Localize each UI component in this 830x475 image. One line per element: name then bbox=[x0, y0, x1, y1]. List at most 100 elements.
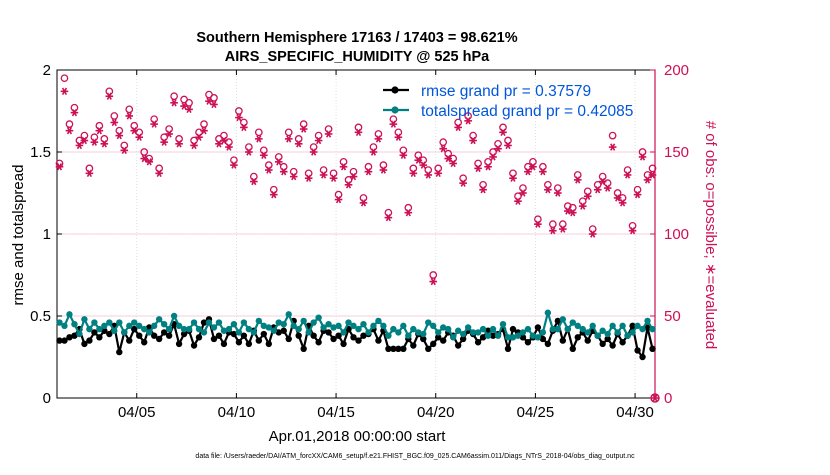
obs-evaluated-point bbox=[309, 148, 318, 156]
obs-evaluated-point bbox=[90, 138, 99, 146]
totalspread-point bbox=[310, 319, 317, 326]
obs-evaluated-point bbox=[125, 112, 134, 120]
totalspread-point bbox=[390, 325, 397, 333]
obs-possible-point bbox=[434, 164, 443, 173]
star-stroke bbox=[555, 189, 561, 197]
obs-possible-point bbox=[90, 133, 99, 142]
rmse-point bbox=[310, 332, 317, 339]
totalspread-point bbox=[440, 324, 447, 331]
rmse-point bbox=[150, 332, 158, 339]
rmse-point bbox=[350, 334, 357, 341]
rmse-point bbox=[275, 329, 282, 336]
rmse-point bbox=[280, 327, 287, 334]
obs-possible-point bbox=[284, 128, 293, 137]
star-stroke bbox=[311, 148, 317, 156]
star-stroke bbox=[136, 133, 142, 141]
obs-evaluated-point bbox=[583, 192, 592, 200]
totalspread-point bbox=[205, 319, 213, 326]
obs-possible-point bbox=[314, 131, 323, 140]
obs-evaluated-point bbox=[618, 199, 627, 207]
star-stroke bbox=[649, 171, 656, 179]
totalspread-point bbox=[375, 317, 382, 325]
rmse-point bbox=[295, 332, 302, 339]
star-stroke bbox=[652, 394, 658, 402]
obs-evaluated-point bbox=[314, 136, 323, 145]
star-stroke bbox=[550, 227, 556, 235]
totalspread-point bbox=[335, 322, 342, 330]
star-stroke bbox=[540, 167, 546, 176]
star-stroke bbox=[585, 192, 591, 200]
star-stroke bbox=[156, 169, 162, 178]
star-stroke bbox=[410, 169, 416, 178]
obs-possible-point bbox=[170, 92, 178, 101]
totalspread-point bbox=[499, 321, 507, 328]
rmse-point bbox=[410, 342, 417, 349]
star-stroke bbox=[256, 135, 262, 143]
obs-evaluated-point bbox=[195, 133, 203, 141]
totalspread-point bbox=[469, 329, 477, 336]
totalspread-point bbox=[579, 325, 586, 333]
star-stroke bbox=[634, 190, 641, 199]
rmse-point bbox=[504, 345, 512, 352]
obs-possible-point bbox=[334, 190, 343, 199]
obs-evaluated-point bbox=[499, 128, 507, 137]
obs-possible-point bbox=[454, 118, 463, 127]
star-stroke bbox=[535, 220, 541, 228]
obs-evaluated-point bbox=[519, 189, 527, 197]
y-right-tick-label: 150 bbox=[664, 144, 689, 161]
obs-possible-point bbox=[80, 131, 89, 140]
obs-evaluated-point bbox=[175, 140, 183, 148]
totalspread-point bbox=[385, 332, 392, 339]
star-stroke bbox=[61, 87, 68, 96]
obs-evaluated-point bbox=[220, 136, 228, 145]
obs-possible-point bbox=[519, 184, 527, 192]
star-stroke bbox=[530, 163, 536, 171]
totalspread-point bbox=[245, 325, 253, 333]
obs-evaluated-point bbox=[65, 126, 74, 135]
obs-possible-point bbox=[85, 164, 94, 173]
obs-possible-point bbox=[404, 203, 413, 212]
star-stroke bbox=[500, 128, 506, 137]
rmse-point bbox=[260, 330, 268, 338]
obs-possible-point bbox=[613, 189, 622, 197]
obs-evaluated-point bbox=[419, 161, 428, 169]
rmse-point bbox=[116, 348, 123, 356]
star-stroke bbox=[56, 163, 63, 171]
obs-evaluated-point bbox=[514, 197, 522, 205]
star-stroke bbox=[380, 166, 387, 174]
totalspread-point bbox=[175, 322, 183, 330]
totalspread-point bbox=[624, 332, 631, 339]
totalspread-point bbox=[400, 322, 407, 330]
totalspread-point bbox=[141, 325, 148, 333]
totalspread-point bbox=[524, 325, 532, 333]
totalspread-point bbox=[165, 325, 173, 333]
y-left-tick-label: 2 bbox=[43, 62, 51, 79]
obs-evaluated-point bbox=[603, 184, 612, 192]
obs-evaluated-point bbox=[384, 213, 393, 222]
totalspread-point bbox=[405, 332, 412, 339]
totalspread-point bbox=[150, 322, 158, 330]
rmse-point bbox=[81, 340, 88, 348]
star-stroke bbox=[545, 186, 551, 194]
star-stroke bbox=[440, 145, 446, 153]
obs-evaluated-point bbox=[628, 227, 637, 235]
star-stroke bbox=[600, 177, 606, 186]
rmse-point bbox=[180, 330, 188, 338]
obs-possible-point bbox=[578, 197, 587, 206]
obs-possible-point bbox=[558, 220, 567, 229]
obs-evaluated-point bbox=[524, 167, 532, 176]
obs-possible-point bbox=[349, 167, 358, 176]
rmse-point bbox=[300, 345, 307, 352]
obs-evaluated-point bbox=[274, 158, 283, 166]
obs-evaluated-point bbox=[329, 174, 338, 182]
obs-evaluated-point bbox=[568, 208, 577, 217]
totalspread-point bbox=[155, 316, 163, 323]
obs-evaluated-point bbox=[404, 208, 413, 217]
obs-possible-point bbox=[394, 128, 403, 137]
star-stroke bbox=[445, 154, 451, 163]
rmse-point bbox=[609, 342, 616, 349]
obs-possible-point bbox=[254, 128, 263, 137]
star-stroke bbox=[639, 153, 646, 161]
star-stroke bbox=[420, 161, 426, 169]
star-stroke bbox=[76, 141, 83, 150]
